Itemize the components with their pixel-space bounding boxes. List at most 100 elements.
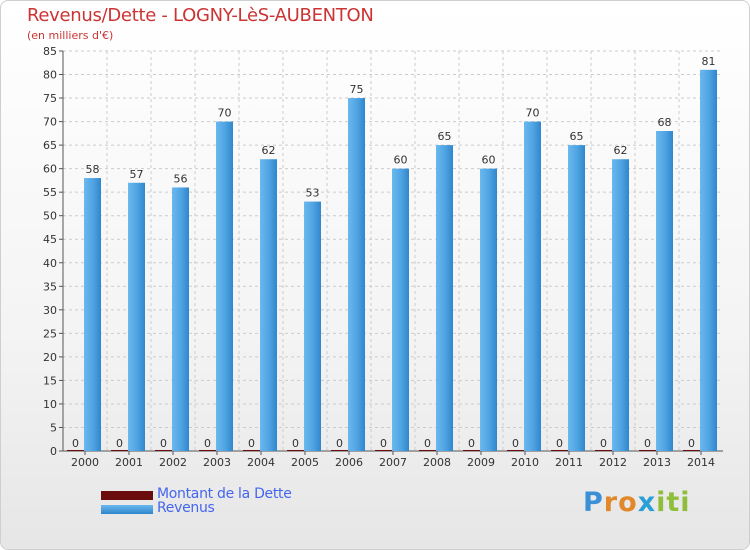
- bar-revenue: [392, 168, 409, 451]
- data-label-debt: 0: [204, 437, 211, 450]
- data-label-revenue: 65: [570, 130, 584, 143]
- y-tick-label: 85: [43, 45, 57, 58]
- data-label-debt: 0: [72, 437, 79, 450]
- bar-debt: [507, 450, 524, 451]
- data-label-revenue: 60: [394, 154, 408, 167]
- data-label-revenue: 68: [658, 116, 672, 129]
- data-label-revenue: 57: [130, 168, 144, 181]
- y-tick-label: 20: [43, 351, 57, 364]
- bar-revenue: [656, 131, 673, 451]
- y-tick-label: 10: [43, 398, 57, 411]
- bar-revenue: [84, 178, 101, 451]
- y-tick-label: 45: [43, 233, 57, 246]
- y-tick-label: 60: [43, 163, 57, 176]
- data-label-revenue: 65: [438, 130, 452, 143]
- y-tick-label: 55: [43, 186, 57, 199]
- logo-letter: P: [583, 487, 604, 518]
- bar-revenue: [172, 187, 189, 451]
- chart-title: Revenus/Dette - LOGNY-LèS-AUBENTON: [27, 5, 374, 26]
- data-label-debt: 0: [556, 437, 563, 450]
- bar-revenue: [436, 145, 453, 451]
- x-tick-label: 2003: [203, 456, 231, 469]
- bar-debt: [199, 450, 216, 451]
- chart-subtitle: (en milliers d'€): [27, 29, 114, 42]
- bar-debt: [111, 450, 128, 451]
- data-label-revenue: 81: [702, 55, 716, 68]
- y-tick-label: 80: [43, 69, 57, 82]
- x-tick-label: 2010: [511, 456, 539, 469]
- x-tick-label: 2000: [71, 456, 99, 469]
- bar-debt: [639, 450, 656, 451]
- y-tick-label: 50: [43, 210, 57, 223]
- bar-revenue: [304, 201, 321, 451]
- legend-swatch-debt: [101, 491, 153, 500]
- data-label-revenue: 56: [174, 172, 188, 185]
- data-label-debt: 0: [248, 437, 255, 450]
- y-tick-label: 0: [50, 445, 57, 458]
- y-tick-label: 25: [43, 327, 57, 340]
- x-tick-label: 2008: [423, 456, 451, 469]
- x-tick-label: 2001: [115, 456, 143, 469]
- data-label-debt: 0: [468, 437, 475, 450]
- y-tick-label: 65: [43, 139, 57, 152]
- y-tick-label: 35: [43, 280, 57, 293]
- bar-revenue: [348, 98, 365, 451]
- y-tick-label: 30: [43, 304, 57, 317]
- x-tick-label: 2013: [643, 456, 671, 469]
- x-tick-label: 2007: [379, 456, 407, 469]
- x-tick-label: 2006: [335, 456, 363, 469]
- data-label-debt: 0: [600, 437, 607, 450]
- bar-revenue: [128, 182, 145, 451]
- proxiti-logo: Proxiti: [583, 487, 691, 518]
- data-label-debt: 0: [336, 437, 343, 450]
- bar-debt: [287, 450, 304, 451]
- data-label-debt: 0: [116, 437, 123, 450]
- data-label-debt: 0: [424, 437, 431, 450]
- bar-revenue: [700, 69, 717, 451]
- x-tick-label: 2005: [291, 456, 319, 469]
- bar-debt: [67, 450, 84, 451]
- data-label-revenue: 53: [306, 187, 320, 200]
- x-tick-label: 2012: [599, 456, 627, 469]
- x-tick-label: 2009: [467, 456, 495, 469]
- logo-letter: o: [618, 487, 638, 518]
- bar-debt: [243, 450, 260, 451]
- data-label-revenue: 70: [218, 107, 232, 120]
- bar-revenue: [260, 159, 277, 451]
- legend-label-debt: Montant de la Dette: [157, 486, 292, 502]
- x-tick-label: 2014: [687, 456, 715, 469]
- x-tick-label: 2002: [159, 456, 187, 469]
- logo-letter: i: [680, 487, 691, 518]
- bar-revenue: [524, 121, 541, 452]
- legend-swatch-revenue: [101, 505, 153, 514]
- legend-label-revenue: Revenus: [157, 500, 215, 516]
- data-label-revenue: 62: [614, 144, 628, 157]
- bar-debt: [375, 450, 392, 451]
- data-label-debt: 0: [380, 437, 387, 450]
- data-label-revenue: 75: [350, 83, 364, 96]
- bar-debt: [683, 450, 700, 451]
- data-label-debt: 0: [644, 437, 651, 450]
- data-label-debt: 0: [688, 437, 695, 450]
- y-tick-label: 70: [43, 116, 57, 129]
- bar-debt: [155, 450, 172, 451]
- data-label-debt: 0: [512, 437, 519, 450]
- bar-revenue: [568, 145, 585, 451]
- bar-debt: [551, 450, 568, 451]
- bar-debt: [331, 450, 348, 451]
- bar-revenue: [216, 121, 233, 452]
- data-label-debt: 0: [160, 437, 167, 450]
- data-label-revenue: 58: [86, 163, 100, 176]
- data-label-revenue: 60: [482, 154, 496, 167]
- y-tick-label: 40: [43, 257, 57, 270]
- logo-letter: r: [603, 487, 619, 518]
- logo-letter: t: [666, 487, 681, 518]
- data-label-revenue: 62: [262, 144, 276, 157]
- x-tick-label: 2011: [555, 456, 583, 469]
- bar-debt: [595, 450, 612, 451]
- bar-debt: [463, 450, 480, 451]
- bar-revenue: [612, 159, 629, 451]
- data-label-debt: 0: [292, 437, 299, 450]
